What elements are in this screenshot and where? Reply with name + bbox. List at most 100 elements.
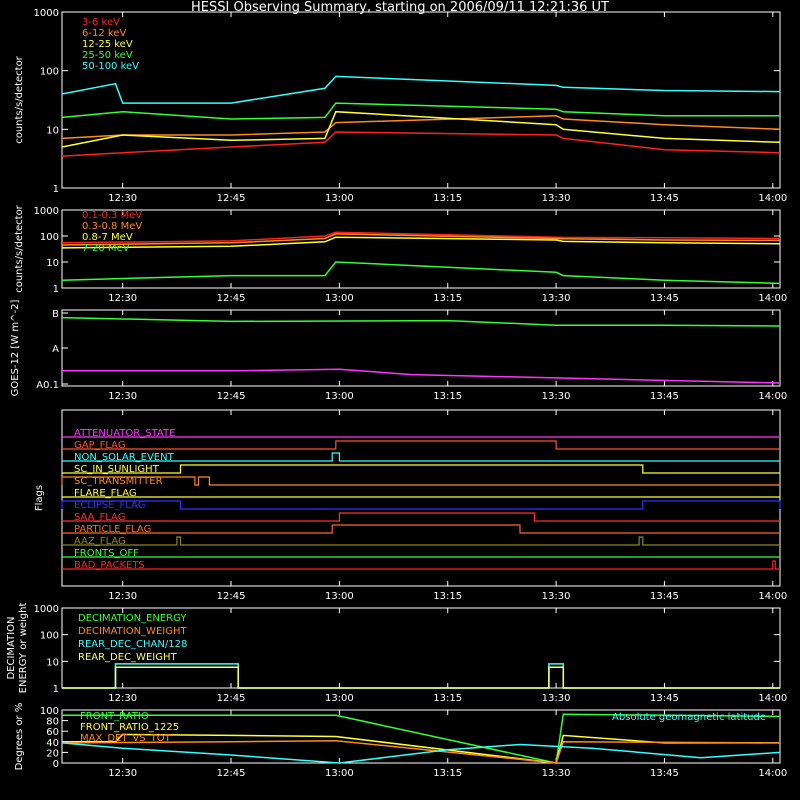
x-tick-label: 13:30 <box>542 768 571 779</box>
panel-fronts <box>61 709 781 764</box>
decimation-legend-entry: REAR_DEC_WEIGHT <box>78 652 177 663</box>
flag-label: AAZ_FLAG <box>74 536 126 547</box>
low-energy-legend-entry: 6-12 keV <box>82 28 126 39</box>
y-tick-label: 0 <box>53 759 59 770</box>
y-tick-label: 1 <box>53 184 59 195</box>
x-tick-label: 12:30 <box>108 193 137 204</box>
flag-label: NON_SOLAR_EVENT <box>74 452 175 463</box>
x-tick-label: 14:00 <box>758 768 787 779</box>
y-axis-label: counts/s/detector <box>14 55 25 143</box>
series-line <box>61 742 781 764</box>
x-tick-label: 13:00 <box>325 693 354 704</box>
x-tick-label: 12:45 <box>217 591 246 602</box>
x-tick-label: 13:15 <box>433 391 462 402</box>
x-tick-label: 13:00 <box>325 193 354 204</box>
x-tick-label: 13:45 <box>650 391 679 402</box>
flag-label: ATTENUATOR_STATE <box>74 428 175 439</box>
series-line <box>61 231 781 244</box>
flag-line <box>62 560 780 570</box>
x-tick-label: 12:30 <box>108 391 137 402</box>
low-energy-legend-entry: 3-6 keV <box>82 17 120 28</box>
y-tick-label: 100 <box>40 631 59 642</box>
series-line <box>61 131 781 157</box>
y-tick-label: 1000 <box>34 604 59 615</box>
panel-flags <box>61 409 781 587</box>
flag-label: PARTICLE_FLAG <box>74 524 151 535</box>
y-tick-label: 10 <box>46 125 59 136</box>
y-tick-label: 60 <box>46 727 59 738</box>
x-tick-label: 12:30 <box>108 768 137 779</box>
x-tick-label: 13:00 <box>325 591 354 602</box>
decimation-legend-entry: DECIMATION_ENERGY <box>78 613 187 624</box>
series-line <box>61 233 781 246</box>
fronts-legend-entry: FRONT_RATIO <box>80 711 149 722</box>
series-line <box>61 75 781 104</box>
low-energy-legend-entry: 12-25 keV <box>82 39 133 50</box>
y-tick-label: 100 <box>40 706 59 717</box>
flag-line <box>62 464 780 474</box>
x-tick-label: 13:30 <box>542 693 571 704</box>
flag-label: BAD_PACKETS <box>74 560 145 571</box>
x-tick-label: 12:45 <box>217 768 246 779</box>
y-tick-label: 10 <box>46 657 59 668</box>
high-energy-legend-entry: 0.3-0.8 MeV <box>82 221 142 232</box>
x-tick-label: 14:00 <box>758 193 787 204</box>
x-tick-label: 13:00 <box>325 293 354 304</box>
decimation-legend-entry: DECIMATION_WEIGHT <box>78 626 187 637</box>
x-tick-label: 12:30 <box>108 591 137 602</box>
series-line <box>62 713 781 764</box>
x-tick-label: 13:45 <box>650 768 679 779</box>
y-tick-label: 100 <box>40 67 59 78</box>
chart-title: HESSI Observing Summary, starting on 200… <box>191 0 609 15</box>
y-axis-label: GOES-12 [W m^-2] <box>10 300 21 397</box>
x-tick-label: 12:45 <box>217 693 246 704</box>
high-energy-legend-entry: 0.1-0.3 MeV <box>82 210 142 221</box>
x-tick-label: 12:45 <box>217 293 246 304</box>
y-axis-label: Degrees or % <box>14 703 25 771</box>
x-tick-label: 12:45 <box>217 193 246 204</box>
x-tick-label: 13:00 <box>325 768 354 779</box>
flag-label: FRONTS_OFF <box>74 548 139 559</box>
x-tick-label: 13:15 <box>433 693 462 704</box>
low-energy-legend-entry: 50-100 keV <box>82 61 139 72</box>
flag-label: ECLIPSE_FLAG <box>74 500 145 511</box>
flag-line <box>62 452 780 462</box>
x-tick-label: 13:30 <box>542 193 571 204</box>
series-line <box>61 739 781 764</box>
y-tick-label: 1 <box>53 684 59 695</box>
flag-label: SC_IN_SUNLIGHT <box>74 464 160 475</box>
decimation-legend-entry: REAR_DEC_CHAN/128 <box>78 639 187 650</box>
x-tick-label: 14:00 <box>758 391 787 402</box>
x-tick-label: 13:15 <box>433 193 462 204</box>
x-tick-label: 13:15 <box>433 768 462 779</box>
y-tick-label: 1000 <box>34 206 59 217</box>
y-tick-label: 40 <box>46 738 59 749</box>
x-tick-label: 13:45 <box>650 591 679 602</box>
flag-label: GAP_FLAG <box>74 440 126 451</box>
flag-line <box>62 512 780 522</box>
x-tick-label: 13:15 <box>433 591 462 602</box>
x-tick-label: 12:30 <box>108 293 137 304</box>
x-tick-label: 13:45 <box>650 693 679 704</box>
x-tick-label: 14:00 <box>758 591 787 602</box>
x-tick-label: 14:00 <box>758 293 787 304</box>
x-tick-label: 13:45 <box>650 193 679 204</box>
series-line <box>61 236 781 249</box>
fronts-legend-entry: FRONT_RATIO_1225 <box>80 722 179 733</box>
x-tick-label: 13:30 <box>542 293 571 304</box>
y-axis-label: counts/s/detector <box>14 204 25 292</box>
y-axis-label: Flags <box>34 485 45 511</box>
flag-label: SAA_FLAG <box>74 512 125 523</box>
annotation-label: Absolute geomagnetic latitude <box>612 712 766 723</box>
y-tick-label: 100 <box>40 232 59 243</box>
x-tick-label: 13:30 <box>542 391 571 402</box>
x-tick-label: 12:45 <box>217 391 246 402</box>
flag-line <box>61 500 781 510</box>
y-tick-label: 20 <box>46 748 59 759</box>
low-energy-legend-entry: 25-50 keV <box>82 50 133 61</box>
panel-low-energy <box>61 11 781 189</box>
x-tick-label: 12:30 <box>108 693 137 704</box>
y-tick-label: 10 <box>46 258 59 269</box>
y-tick-label: B <box>52 309 59 320</box>
y-tick-label: A0.1 <box>36 380 59 391</box>
